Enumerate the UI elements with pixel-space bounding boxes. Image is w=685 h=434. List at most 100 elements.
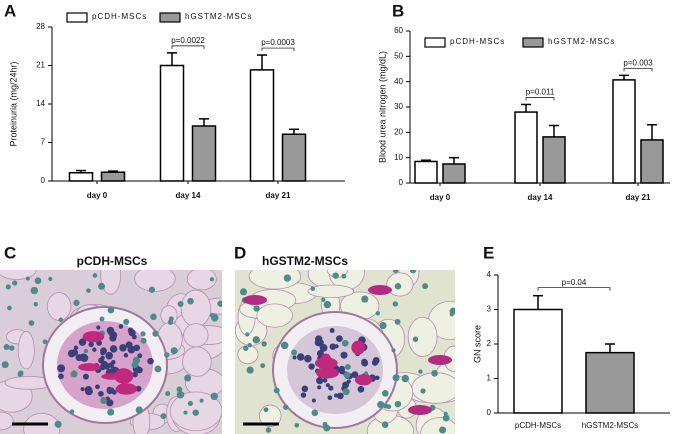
nucleus bbox=[199, 398, 204, 403]
nucleus bbox=[131, 361, 139, 369]
nucleus bbox=[342, 381, 349, 389]
nucleus bbox=[96, 325, 101, 330]
tissue bbox=[256, 303, 293, 328]
nucleus bbox=[109, 345, 118, 353]
tissue bbox=[0, 270, 37, 280]
nucleus bbox=[418, 369, 423, 374]
nucleus bbox=[210, 392, 219, 401]
bar bbox=[612, 79, 636, 184]
nucleus bbox=[127, 327, 134, 334]
nucleus bbox=[152, 330, 159, 337]
stain bbox=[82, 331, 105, 343]
histology-image bbox=[0, 270, 222, 434]
nucleus bbox=[86, 288, 91, 293]
y-tick-label: 0 bbox=[41, 176, 46, 185]
nucleus bbox=[291, 349, 298, 356]
image-title: pCDH-MSCs bbox=[77, 254, 148, 268]
legend-swatch bbox=[424, 37, 446, 48]
nucleus bbox=[148, 286, 156, 293]
image-title: hGSTM2-MSCs bbox=[262, 254, 348, 268]
nucleus bbox=[165, 391, 171, 397]
p-value: p=0.0003 bbox=[261, 38, 295, 47]
nucleus bbox=[210, 313, 219, 322]
tissue bbox=[180, 289, 211, 328]
nucleus bbox=[337, 392, 344, 400]
nucleus bbox=[394, 400, 402, 408]
nucleus bbox=[364, 371, 369, 376]
nucleus bbox=[343, 371, 351, 379]
nucleus bbox=[340, 351, 348, 359]
tissue bbox=[183, 323, 209, 348]
nucleus bbox=[442, 414, 450, 422]
x-tick-label: day 14 bbox=[176, 191, 201, 200]
nucleus bbox=[69, 409, 75, 414]
nucleus bbox=[80, 387, 85, 392]
nucleus bbox=[375, 311, 380, 316]
nucleus bbox=[187, 400, 193, 406]
nucleus bbox=[92, 347, 97, 352]
nucleus bbox=[92, 273, 98, 278]
nucleus bbox=[187, 297, 194, 305]
nucleus bbox=[217, 300, 222, 307]
nucleus bbox=[33, 302, 39, 307]
nucleus bbox=[106, 387, 114, 395]
stain bbox=[114, 368, 134, 384]
nucleus bbox=[73, 345, 79, 350]
tissue bbox=[307, 284, 355, 298]
nucleus bbox=[296, 353, 305, 361]
y-tick-label: 60 bbox=[394, 26, 403, 35]
nucleus bbox=[119, 344, 127, 352]
stain bbox=[115, 383, 138, 395]
nucleus bbox=[341, 273, 347, 279]
nucleus bbox=[263, 407, 269, 413]
y-tick-label: 50 bbox=[394, 51, 403, 60]
panel-label: B bbox=[392, 1, 404, 20]
stain bbox=[101, 373, 123, 380]
bar bbox=[513, 308, 563, 414]
bar bbox=[281, 133, 307, 182]
significance-bracket bbox=[537, 287, 611, 291]
legend-label: hGSTM2-MSCs bbox=[185, 12, 252, 21]
tissue bbox=[0, 411, 14, 431]
y-tick-label: 7 bbox=[41, 138, 46, 147]
nucleus bbox=[100, 350, 106, 356]
nucleus bbox=[57, 364, 66, 373]
nucleus bbox=[25, 276, 30, 281]
y-tick-label: 40 bbox=[394, 77, 403, 86]
error-bar bbox=[108, 170, 118, 173]
bar bbox=[159, 64, 185, 182]
tissue bbox=[46, 292, 72, 321]
nucleus bbox=[176, 391, 185, 399]
nucleus bbox=[323, 300, 332, 309]
nucleus bbox=[107, 408, 115, 416]
stain bbox=[408, 405, 432, 415]
y-tick-label: 14 bbox=[36, 99, 45, 108]
nucleus bbox=[327, 395, 333, 401]
nucleus bbox=[341, 339, 349, 347]
nucleus bbox=[48, 276, 53, 282]
nucleus bbox=[170, 347, 178, 355]
x-tick-label: day 21 bbox=[266, 191, 291, 200]
nucleus bbox=[160, 413, 167, 420]
nucleus bbox=[247, 342, 252, 348]
y-tick-label: 10 bbox=[394, 153, 403, 162]
nucleus bbox=[135, 385, 142, 392]
bar bbox=[442, 163, 466, 184]
nucleus bbox=[308, 363, 315, 370]
error-bar bbox=[199, 118, 209, 126]
p-value: p=0.0022 bbox=[171, 36, 205, 45]
y-tick-label: 4 bbox=[487, 270, 492, 279]
nucleus bbox=[317, 385, 322, 390]
nucleus bbox=[95, 384, 100, 390]
nucleus bbox=[88, 341, 94, 348]
y-tick-label: 20 bbox=[394, 127, 403, 136]
y-tick-label: 30 bbox=[394, 102, 403, 111]
nucleus bbox=[261, 341, 267, 347]
nucleus bbox=[12, 280, 18, 286]
error-bar bbox=[289, 128, 299, 135]
nucleus bbox=[177, 301, 184, 308]
nucleus bbox=[17, 371, 24, 377]
nucleus bbox=[336, 335, 343, 342]
nucleus bbox=[164, 352, 170, 358]
